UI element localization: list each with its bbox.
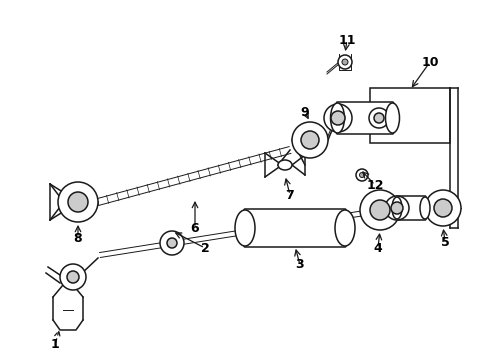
Circle shape: [301, 131, 319, 149]
Ellipse shape: [366, 194, 394, 226]
FancyBboxPatch shape: [244, 209, 346, 247]
Text: 2: 2: [200, 242, 209, 255]
Circle shape: [356, 169, 368, 181]
Ellipse shape: [392, 197, 402, 219]
Circle shape: [58, 182, 98, 222]
Text: 6: 6: [191, 221, 199, 234]
Text: 11: 11: [338, 33, 356, 46]
Circle shape: [434, 199, 452, 217]
Text: 7: 7: [286, 189, 294, 202]
Ellipse shape: [278, 160, 292, 170]
Circle shape: [369, 108, 389, 128]
FancyBboxPatch shape: [396, 196, 426, 220]
Circle shape: [385, 196, 409, 220]
Circle shape: [60, 264, 86, 290]
Text: 8: 8: [74, 231, 82, 244]
Text: 9: 9: [301, 105, 309, 118]
Circle shape: [374, 113, 384, 123]
Text: 5: 5: [441, 235, 449, 248]
Ellipse shape: [335, 210, 355, 246]
Circle shape: [167, 238, 177, 248]
Text: 3: 3: [295, 258, 304, 271]
Circle shape: [342, 59, 348, 65]
Ellipse shape: [330, 103, 344, 133]
Circle shape: [68, 192, 88, 212]
Circle shape: [360, 190, 400, 230]
Circle shape: [425, 190, 461, 226]
Bar: [370, 87, 450, 143]
Circle shape: [292, 122, 328, 158]
Circle shape: [360, 172, 365, 177]
Circle shape: [324, 104, 352, 132]
Circle shape: [391, 202, 403, 214]
Ellipse shape: [386, 103, 399, 133]
Text: 1: 1: [50, 338, 59, 351]
Text: 12: 12: [366, 179, 384, 192]
Circle shape: [370, 200, 390, 220]
Circle shape: [160, 231, 184, 255]
Ellipse shape: [235, 210, 255, 246]
FancyBboxPatch shape: [337, 102, 393, 134]
Text: 4: 4: [373, 242, 382, 255]
Ellipse shape: [420, 197, 430, 219]
Circle shape: [67, 271, 79, 283]
Circle shape: [338, 55, 352, 69]
Text: 10: 10: [421, 55, 439, 68]
Circle shape: [331, 111, 345, 125]
